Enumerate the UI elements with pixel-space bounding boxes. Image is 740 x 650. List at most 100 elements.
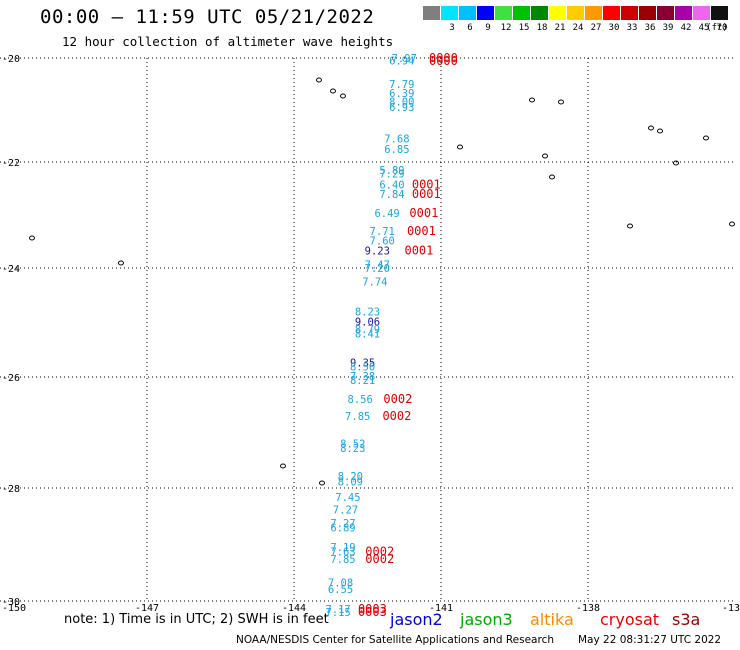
- wave-height-label: 6.93: [389, 102, 414, 114]
- scale-tick-label: 30: [608, 23, 620, 33]
- wave-height-label: 7.85: [330, 554, 355, 566]
- wave-height-label: 7.84: [379, 189, 404, 201]
- scale-swatch: [441, 6, 458, 20]
- wave-height-label: 7.45: [335, 492, 360, 504]
- longitude-label: -141: [429, 603, 453, 614]
- wave-height-label: 0000: [429, 51, 458, 65]
- wave-height-label: 7.63: [330, 546, 355, 558]
- longitude-label: -13: [722, 603, 740, 614]
- wave-height-label: 6.49: [374, 208, 399, 220]
- scale-swatch: [621, 6, 638, 20]
- wave-height-label: 6.89: [330, 523, 355, 535]
- scale-tick-label: 70: [716, 23, 728, 33]
- credit-line: NOAA/NESDIS Center for Satellite Applica…: [236, 634, 554, 646]
- scale-tick-label: 27: [590, 23, 602, 33]
- longitude-label: -147: [135, 603, 159, 614]
- island-outline: [703, 135, 709, 141]
- scale-tick-label: 3: [449, 23, 455, 33]
- legend-altika: altika: [530, 610, 574, 629]
- latitude-label: -28: [2, 484, 20, 495]
- wave-height-label: 8.20: [338, 471, 363, 483]
- island-outline: [316, 77, 322, 83]
- island-outline: [118, 260, 124, 266]
- legend-jason3: jason3: [460, 610, 513, 629]
- longitude-label: -144: [282, 603, 306, 614]
- wave-height-label: 0001: [412, 177, 441, 191]
- wave-height-label: 7.38: [350, 371, 375, 383]
- scale-tick-label: 36: [644, 23, 656, 33]
- wave-height-label: 8.21: [350, 375, 375, 387]
- scale-tick-label: 24: [572, 23, 584, 33]
- wave-height-label: 9.06: [355, 316, 380, 328]
- scale-swatch: [711, 6, 728, 20]
- wave-height-label: 5.89: [379, 165, 404, 177]
- legend-s3a: s3a: [672, 610, 701, 629]
- island-outline: [558, 99, 564, 105]
- scale-tick-label: 42: [680, 23, 692, 33]
- island-outline: [648, 125, 654, 131]
- scale-swatch: [549, 6, 566, 20]
- map-subtitle: 12 hour collection of altimeter wave hei…: [62, 34, 394, 49]
- wave-height-label: 0002: [382, 409, 411, 423]
- island-outline: [627, 223, 633, 229]
- wave-height-label: 7.60: [370, 235, 395, 247]
- wave-height-label: 0001: [409, 206, 438, 220]
- scale-swatch: [495, 6, 512, 20]
- wave-height-label: 0001: [412, 187, 441, 201]
- wave-height-label: 0002: [383, 392, 412, 406]
- wave-height-label: 8.00: [389, 97, 414, 109]
- scale-swatch: [477, 6, 494, 20]
- scale-tick-label: 33: [626, 23, 638, 33]
- latitude-label: -24: [2, 264, 20, 275]
- legend-jason2: jason2: [390, 610, 443, 629]
- island-outline: [319, 480, 325, 486]
- legend-cryosat: cryosat: [600, 610, 660, 629]
- footer-note: note: 1) Time is in UTC; 2) SWH is in fe…: [64, 612, 329, 627]
- latitude-label: -30: [2, 597, 20, 608]
- wave-height-label: 8.56: [348, 394, 373, 406]
- island-outline: [529, 97, 535, 103]
- wave-height-label: 8.23: [340, 443, 365, 455]
- scale-tick-label: 6: [467, 23, 473, 33]
- wave-height-label: 7.97: [392, 53, 417, 65]
- island-outline: [457, 144, 463, 150]
- island-outline: [673, 160, 679, 166]
- wave-height-label: 7.17: [325, 604, 350, 616]
- scale-swatch: [423, 6, 440, 20]
- wave-height-label: 7.29: [379, 169, 404, 181]
- island-outline: [729, 221, 735, 227]
- wave-height-label: 6.39: [389, 88, 414, 100]
- wave-height-label: 8.79: [355, 324, 380, 336]
- wave-height-label: 7.79: [389, 79, 414, 91]
- latitude-label: -22: [2, 158, 20, 169]
- wave-height-label: 0000: [429, 54, 458, 68]
- wave-height-label: 9.35: [350, 357, 375, 369]
- scale-swatch: [459, 6, 476, 20]
- wave-height-label: 0003: [358, 605, 387, 619]
- wave-height-label: 6.40: [379, 179, 404, 191]
- wave-height-label: 8.52: [340, 439, 365, 451]
- scale-swatch: [639, 6, 656, 20]
- scale-swatch: [567, 6, 584, 20]
- latitude-label: -26: [2, 373, 20, 384]
- scale-swatch: [693, 6, 710, 20]
- wave-height-label: 9.23: [365, 246, 390, 258]
- wave-height-label: 7.19: [330, 542, 355, 554]
- wave-height-label: 7.27: [333, 504, 358, 516]
- wave-height-label: 0002: [365, 552, 394, 566]
- scale-unit-label: (ft): [706, 23, 728, 33]
- scale-swatch: [513, 6, 530, 20]
- generated-timestamp: May 22 08:31:27 UTC 2022: [578, 634, 722, 646]
- island-outline: [29, 235, 35, 241]
- scale-tick-label: 45: [698, 23, 710, 33]
- wave-height-label: 7.20: [365, 263, 390, 275]
- scale-swatch: [531, 6, 548, 20]
- wave-height-label: 8.41: [355, 328, 380, 340]
- wave-height-label: 8.09: [338, 476, 363, 488]
- wave-height-label: 0003: [358, 602, 387, 616]
- longitude-label: -150: [2, 603, 26, 614]
- wave-height-label: 0001: [404, 244, 433, 258]
- wave-height-label: 7.68: [384, 134, 409, 146]
- wave-height-label: 7.71: [370, 226, 395, 238]
